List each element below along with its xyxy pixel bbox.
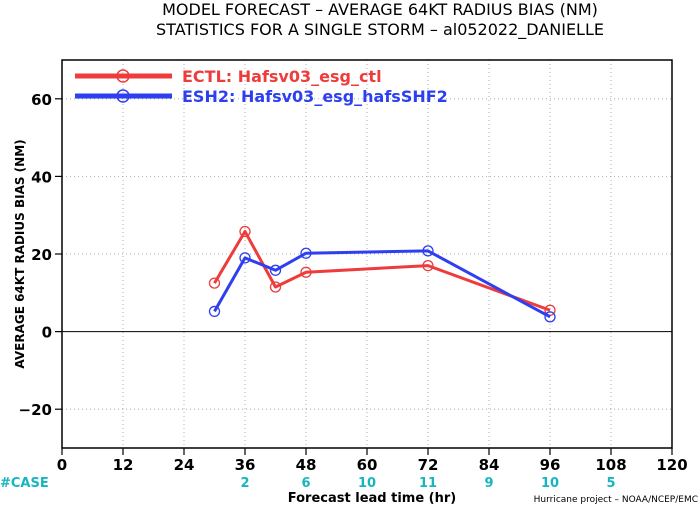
x-tick-label: 120 <box>656 456 687 474</box>
series-line-1 <box>213 229 551 312</box>
x-tick-label: 96 <box>540 456 561 474</box>
y-axis-ticks: −20 0 20 40 60 <box>19 91 62 419</box>
case-count: 2 <box>240 476 249 491</box>
case-count: 10 <box>358 476 376 491</box>
x-tick-label: 36 <box>235 456 256 474</box>
legend-label-1: ECTL: Hafsv03_esg_ctl <box>182 67 382 86</box>
grid-lines <box>62 60 672 448</box>
case-label: #CASE <box>0 476 49 491</box>
y-axis-label: AVERAGE 64KT RADIUS BIAS (NM) <box>13 139 27 368</box>
series-2-point <box>422 245 434 257</box>
x-tick-label: 12 <box>113 456 134 474</box>
y-tick-label: 0 <box>42 324 52 342</box>
series-1-point <box>208 277 221 289</box>
legend-label-2: ESH2: Hafsv03_esg_hafsSHF2 <box>182 87 448 106</box>
x-tick-label: 84 <box>479 456 500 474</box>
series-1-point <box>239 225 251 238</box>
chart-title-line-1: MODEL FORECAST – AVERAGE 64KT RADIUS BIA… <box>162 0 598 19</box>
x-tick-label: 0 <box>57 456 67 474</box>
series-1-point <box>300 266 312 278</box>
x-tick-label: 60 <box>357 456 378 474</box>
series-layer <box>208 225 556 323</box>
series-2-point <box>300 247 312 259</box>
case-count: 5 <box>606 476 615 491</box>
y-tick-label: −20 <box>19 401 52 419</box>
series-1-point <box>422 259 434 272</box>
x-tick-label: 48 <box>296 456 317 474</box>
series-2-point <box>208 305 221 318</box>
series-line-2 <box>213 249 551 319</box>
series-2-point <box>239 252 251 264</box>
series-1-point <box>269 281 282 293</box>
x-axis-ticks: 0 12 24 36 48 60 72 84 96 108 120 <box>57 448 688 474</box>
chart-title-line-2: STATISTICS FOR A SINGLE STORM – al052022… <box>156 20 604 40</box>
y-tick-label: 20 <box>31 246 52 264</box>
x-tick-label: 72 <box>418 456 439 474</box>
y-tick-label: 60 <box>31 91 52 109</box>
case-count: 9 <box>484 476 493 491</box>
legend-marker-2 <box>116 89 130 103</box>
y-tick-label: 40 <box>31 168 52 186</box>
series-2-point <box>269 264 282 276</box>
legend-marker-1 <box>116 69 130 83</box>
x-tick-label: 108 <box>595 456 626 474</box>
case-count: 6 <box>301 476 310 491</box>
case-count: 11 <box>419 476 437 491</box>
x-axis-label: Forecast lead time (hr) <box>288 491 456 506</box>
case-count: 10 <box>541 476 559 491</box>
credit-text: Hurricane project – NOAA/NCEP/EMC <box>534 495 698 505</box>
x-tick-label: 24 <box>174 456 195 474</box>
case-counts: 2 6 10 11 9 10 5 <box>240 476 615 491</box>
series-2-point <box>544 311 556 323</box>
